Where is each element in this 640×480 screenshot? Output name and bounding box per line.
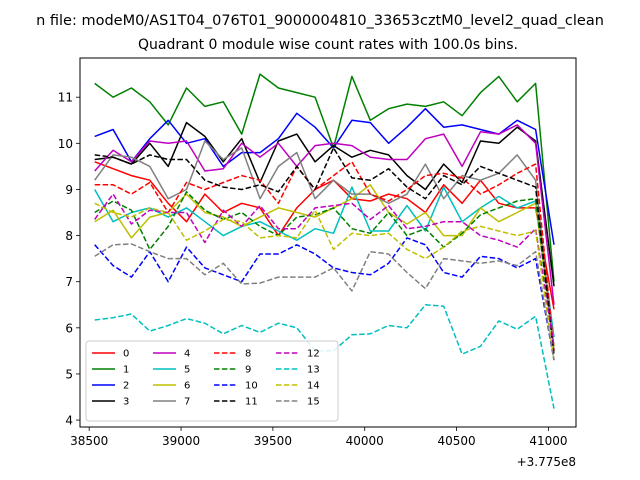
series-line-10 bbox=[94, 237, 555, 361]
legend-label-10: 10 bbox=[245, 381, 258, 392]
series-line-12 bbox=[94, 193, 555, 347]
series-line-9 bbox=[94, 191, 555, 356]
legend-label-9: 9 bbox=[245, 365, 251, 376]
legend-label-12: 12 bbox=[307, 349, 320, 360]
series-line-8 bbox=[94, 161, 555, 351]
y-tick-label: 10 bbox=[58, 137, 73, 151]
legend-label-2: 2 bbox=[123, 381, 129, 392]
series-line-11 bbox=[94, 147, 555, 356]
plot-lines bbox=[94, 73, 555, 409]
y-tick-label: 4 bbox=[65, 414, 73, 428]
y-tick-label: 6 bbox=[65, 321, 73, 335]
series-line-15 bbox=[94, 243, 555, 361]
x-offset-label: +3.775e8 bbox=[517, 455, 576, 469]
y-tick-label: 7 bbox=[65, 275, 73, 289]
legend-label-7: 7 bbox=[184, 397, 190, 408]
series-line-4 bbox=[94, 124, 555, 305]
x-tick-label: 40000 bbox=[346, 434, 384, 448]
chart-suptitle: n file: modeM0/AS1T04_076T01_9000004810_… bbox=[36, 13, 604, 29]
series-line-14 bbox=[94, 202, 555, 361]
series-line-0 bbox=[94, 161, 555, 310]
series-line-6 bbox=[94, 184, 555, 347]
legend-label-8: 8 bbox=[245, 349, 251, 360]
legend-label-5: 5 bbox=[184, 365, 190, 376]
legend-label-4: 4 bbox=[184, 349, 190, 360]
y-tick-label: 11 bbox=[58, 91, 73, 105]
legend-label-15: 15 bbox=[307, 397, 320, 408]
legend-label-6: 6 bbox=[184, 381, 190, 392]
series-line-2 bbox=[94, 107, 555, 245]
x-tick-label: 39000 bbox=[162, 434, 200, 448]
x-tick-label: 38500 bbox=[70, 434, 108, 448]
series-line-1 bbox=[94, 73, 555, 282]
legend-label-0: 0 bbox=[123, 349, 129, 360]
x-tick-label: 40500 bbox=[437, 434, 475, 448]
legend-label-3: 3 bbox=[123, 397, 129, 408]
y-tick-label: 9 bbox=[65, 183, 73, 197]
x-tick-label: 41000 bbox=[529, 434, 567, 448]
y-tick-label: 5 bbox=[65, 367, 73, 381]
series-line-5 bbox=[94, 186, 555, 338]
series-line-7 bbox=[94, 140, 555, 351]
legend-label-1: 1 bbox=[123, 365, 129, 376]
y-tick-label: 8 bbox=[65, 229, 73, 243]
x-tick-label: 39500 bbox=[254, 434, 292, 448]
plot-frame bbox=[79, 57, 577, 428]
legend-label-11: 11 bbox=[245, 397, 258, 408]
legend-box bbox=[85, 340, 339, 422]
legend-label-14: 14 bbox=[307, 381, 320, 392]
legend-label-13: 13 bbox=[307, 365, 320, 376]
chart-title: Quadrant 0 module wise count rates with … bbox=[138, 37, 518, 53]
